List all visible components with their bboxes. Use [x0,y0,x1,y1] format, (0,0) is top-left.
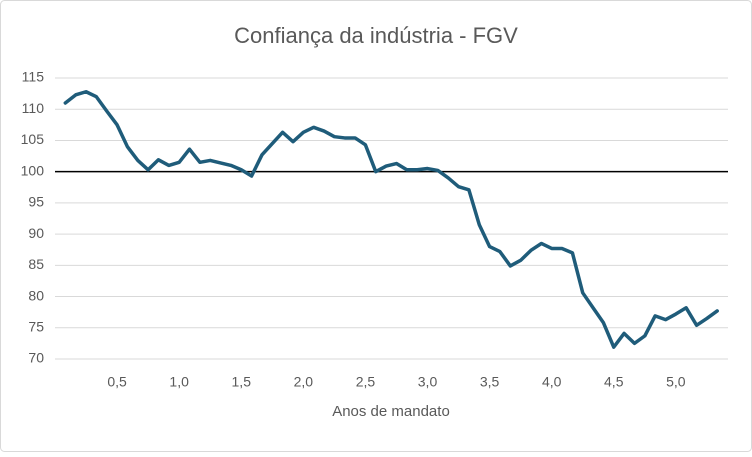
x-tick-label: 5,0 [666,374,686,390]
x-tick-label: 1,5 [232,374,252,390]
y-tick-label: 115 [22,69,45,85]
y-tick-label: 70 [28,350,44,366]
y-tick-label: 85 [28,256,44,272]
x-tick-label: 3,5 [480,374,500,390]
x-tick-label: 4,5 [604,374,624,390]
y-tick-label: 80 [28,287,44,303]
x-tick-label: 2,5 [356,374,376,390]
y-tick-label: 100 [21,162,45,178]
data-line [63,89,719,349]
x-tick-label: 0,5 [107,374,127,390]
y-tick-label: 110 [22,100,45,116]
x-axis-title: Anos de mandato [332,403,450,420]
y-tick-label: 90 [28,225,44,241]
x-tick-label: 2,0 [294,374,314,390]
y-tick-label: 105 [21,131,45,147]
y-tick-label: 75 [28,318,44,334]
x-tick-label: 3,0 [418,374,438,390]
y-tick-label: 95 [28,194,44,210]
x-tick-label: 4,0 [542,374,562,390]
chart-title: Confiança da indústria - FGV [234,23,518,48]
x-tick-label: 1,0 [169,374,189,390]
